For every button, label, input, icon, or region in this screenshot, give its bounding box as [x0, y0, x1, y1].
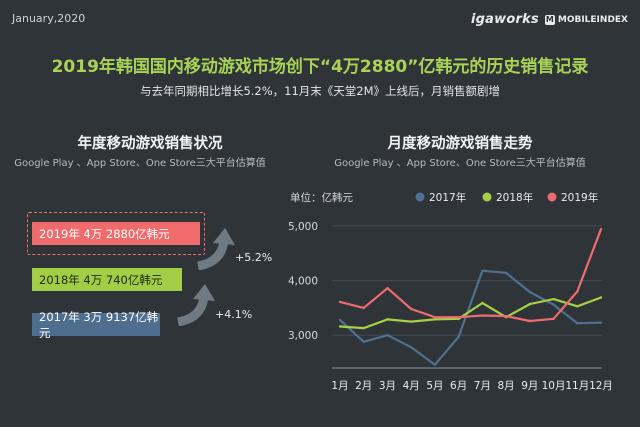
data-point: [433, 363, 437, 366]
series-line: [339, 228, 603, 323]
data-point: [481, 314, 484, 317]
growth-arrow-icon: [197, 228, 235, 270]
series-line: [339, 269, 602, 366]
x-tick-label: 7月: [474, 380, 491, 392]
legend-marker: [415, 192, 425, 202]
data-point: [504, 271, 508, 275]
unit-label: 单位：亿韩元: [290, 191, 353, 204]
data-point: [433, 315, 437, 319]
annual-bar-label: 2017年 3万 9137亿韩元: [39, 309, 159, 340]
x-tick-label: 10月: [542, 380, 566, 392]
x-tick-label: 12月: [589, 380, 613, 392]
data-point: [576, 321, 579, 325]
data-point: [481, 269, 484, 272]
data-point: [457, 315, 460, 319]
data-point: [457, 335, 460, 339]
data-point: [409, 307, 413, 311]
mobileindex-badge-icon: M: [544, 14, 555, 25]
data-point: [362, 326, 365, 330]
page-subtitle: 与去年同期相比增长5.2%，11月末《天堂2M》上线后，月销售额剧增: [139, 84, 501, 98]
brand-logos: igaworks M MOBILEINDEX: [471, 12, 628, 27]
y-tick-label: 3,000: [288, 330, 318, 342]
data-point: [338, 300, 342, 304]
date-label: January,2020: [12, 12, 86, 25]
x-tick-label: 2月: [355, 380, 372, 392]
x-tick-label: 8月: [497, 380, 514, 392]
legend-label: 2019年: [561, 191, 598, 204]
y-tick-label: 5,000: [288, 221, 318, 233]
legend-label: 2018年: [496, 191, 533, 204]
data-point: [433, 318, 437, 321]
data-point: [409, 320, 413, 323]
data-point: [362, 340, 365, 343]
data-point: [552, 297, 555, 301]
annual-panel-note: Google Play 、App Store、One Store三大平台估算值: [14, 158, 266, 169]
data-point: [599, 228, 603, 231]
y-tick-label: 4,000: [288, 276, 318, 288]
annual-bar-2019: 2019年 4万 2880亿韩元: [32, 222, 200, 245]
x-tick-label: 4月: [403, 380, 420, 392]
data-point: [386, 318, 389, 321]
data-point: [552, 317, 555, 321]
annual-panel-title: 年度移动游戏销售状况: [77, 136, 223, 152]
data-point: [386, 287, 389, 290]
data-point: [576, 305, 579, 308]
x-tick-label: 3月: [379, 380, 396, 392]
annual-bar-2017: 2017年 3万 9137亿韩元: [32, 310, 160, 340]
data-point: [338, 318, 342, 322]
growth-2018-label: +4.1%: [215, 308, 253, 321]
legend-marker: [482, 192, 492, 202]
data-point: [599, 296, 603, 299]
data-point: [409, 346, 413, 349]
data-point: [576, 290, 579, 293]
annual-bar-label: 2019年 4万 2880亿韩元: [39, 226, 170, 241]
legend-marker: [547, 192, 557, 202]
data-point: [338, 325, 342, 328]
data-point: [386, 334, 389, 337]
x-tick-label: 11月: [565, 380, 589, 392]
igaworks-logo: igaworks: [470, 12, 539, 27]
x-tick-label: 9月: [521, 380, 538, 392]
data-point: [504, 314, 508, 318]
monthly-panel-title: 月度移动游戏销售走势: [387, 136, 533, 152]
mobileindex-wordmark: MOBILEINDEX: [557, 14, 628, 25]
data-point: [528, 302, 532, 306]
annual-bar-label: 2018年 4万 740亿韩元: [39, 272, 163, 287]
monthly-panel-note: Google Play 、App Store、One Store三大平台估算值: [334, 158, 586, 169]
highlight-frame: [27, 212, 205, 255]
growth-arrow-icon: [177, 284, 215, 326]
x-tick-label: 5月: [426, 380, 443, 392]
series-line: [339, 296, 602, 330]
data-point: [528, 319, 532, 323]
mobileindex-logo: M MOBILEINDEX: [544, 14, 628, 25]
data-point: [599, 321, 603, 324]
x-tick-label: 1月: [331, 380, 348, 392]
data-point: [481, 301, 484, 305]
legend-label: 2017年: [429, 191, 466, 204]
x-tick-label: 6月: [450, 380, 467, 392]
growth-2019-label: +5.2%: [235, 251, 273, 264]
page-title: 2019年韩国国内移动游戏市场创下“4万2880”亿韩元的历史销售记录: [51, 57, 589, 77]
data-point: [362, 306, 365, 310]
annual-bar-2018: 2018年 4万 740亿韩元: [32, 268, 182, 291]
data-point: [552, 303, 555, 306]
data-point: [528, 290, 532, 294]
